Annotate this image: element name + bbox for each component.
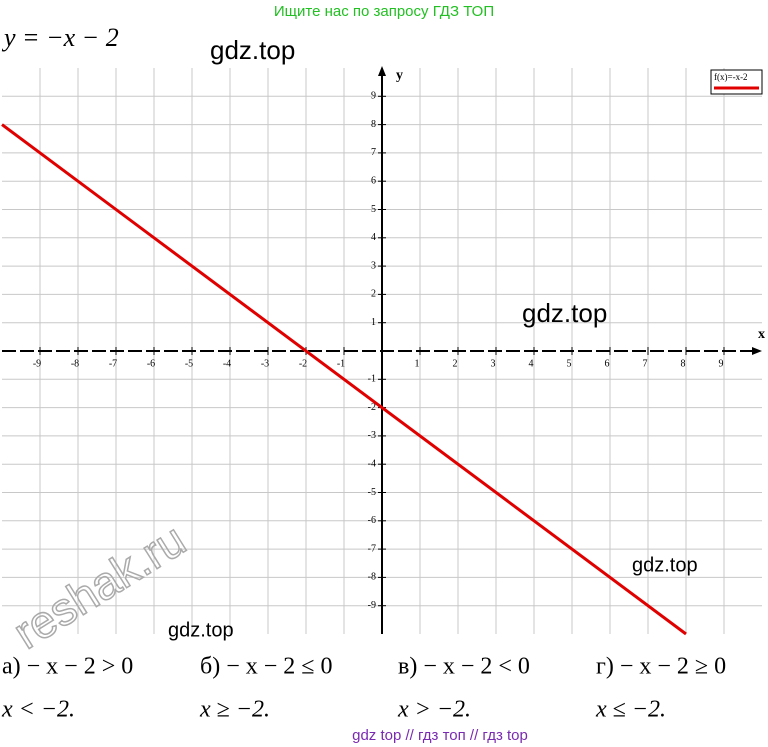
- x-tick-label: -5: [185, 358, 193, 369]
- y-tick-label: 7: [371, 147, 376, 158]
- x-tick-label: 9: [719, 358, 724, 369]
- y-tick-label: -5: [368, 487, 376, 498]
- x-tick-label: -3: [261, 358, 269, 369]
- y-tick-label: -3: [368, 430, 376, 441]
- header: Ищите нас по запросу ГДЗ ТОП: [274, 3, 494, 20]
- x-tick-label: 6: [605, 358, 610, 369]
- y-tick-label: 2: [371, 289, 376, 300]
- y-tick-label: -6: [368, 515, 376, 526]
- y-tick-label: 1: [371, 317, 376, 328]
- y-tick-label: -9: [368, 600, 376, 611]
- legend-label: f(x)=-x-2: [714, 72, 748, 82]
- x-tick-label: 8: [681, 358, 686, 369]
- y-tick-label: 6: [371, 175, 376, 186]
- x-tick-label: 1: [415, 358, 420, 369]
- x-tick-label: -4: [223, 358, 231, 369]
- x-axis-label: x: [758, 327, 765, 342]
- solution: x ≤ −2.: [595, 697, 666, 723]
- x-tick-label: -7: [109, 358, 117, 369]
- chart-title: y = −x − 2: [1, 23, 119, 52]
- y-tick-label: 8: [371, 119, 376, 130]
- solution: x < −2.: [1, 697, 75, 723]
- legend-box: [710, 69, 763, 95]
- y-tick-label: -8: [368, 572, 376, 583]
- x-tick-label: -1: [337, 358, 345, 369]
- x-tick-label: 5: [567, 358, 572, 369]
- watermark: gdz.top: [522, 298, 607, 328]
- inequality: б) − x − 2 ≤ 0: [200, 654, 332, 680]
- y-tick-label: 4: [371, 232, 376, 243]
- y-tick-label: 9: [371, 91, 376, 102]
- inequality: г) − x − 2 ≥ 0: [596, 654, 726, 680]
- x-tick-label: -2: [299, 358, 307, 369]
- y-tick-label: 5: [371, 204, 376, 215]
- watermark: gdz.top: [210, 35, 295, 65]
- x-tick-label: 2: [453, 358, 458, 369]
- x-arrow: [752, 347, 762, 355]
- y-tick-label: 3: [371, 260, 376, 271]
- watermark: gdz.top: [168, 619, 234, 641]
- y-axis-label: y: [396, 68, 403, 83]
- inequality: а) − x − 2 > 0: [2, 654, 133, 680]
- x-tick-label: -9: [33, 358, 41, 369]
- x-tick-label: 7: [643, 358, 648, 369]
- x-tick-label: 3: [491, 358, 496, 369]
- solution: x > −2.: [397, 697, 471, 723]
- solution: x ≥ −2.: [199, 697, 270, 723]
- x-tick-label: -8: [71, 358, 79, 369]
- inequality: в) − x − 2 < 0: [398, 654, 530, 680]
- y-tick-label: -4: [368, 458, 376, 469]
- y-tick-label: -7: [368, 543, 376, 554]
- x-tick-label: 4: [529, 358, 534, 369]
- y-arrow: [378, 66, 386, 76]
- footer: gdz top // гдз топ // гдз top: [352, 727, 528, 744]
- y-tick-label: -2: [368, 402, 376, 413]
- x-tick-label: -6: [147, 358, 155, 369]
- watermark: gdz.top: [632, 554, 698, 576]
- line-series: [1, 123, 687, 636]
- y-tick-label: -1: [368, 374, 376, 385]
